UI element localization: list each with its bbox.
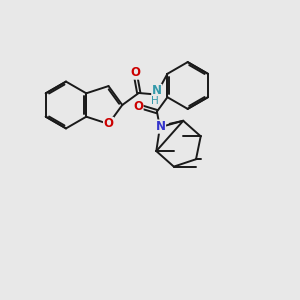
Text: O: O [131,66,141,79]
Text: O: O [103,117,113,130]
Text: H: H [151,96,159,106]
Text: N: N [152,84,162,98]
Text: O: O [133,100,143,113]
Text: N: N [155,120,166,133]
